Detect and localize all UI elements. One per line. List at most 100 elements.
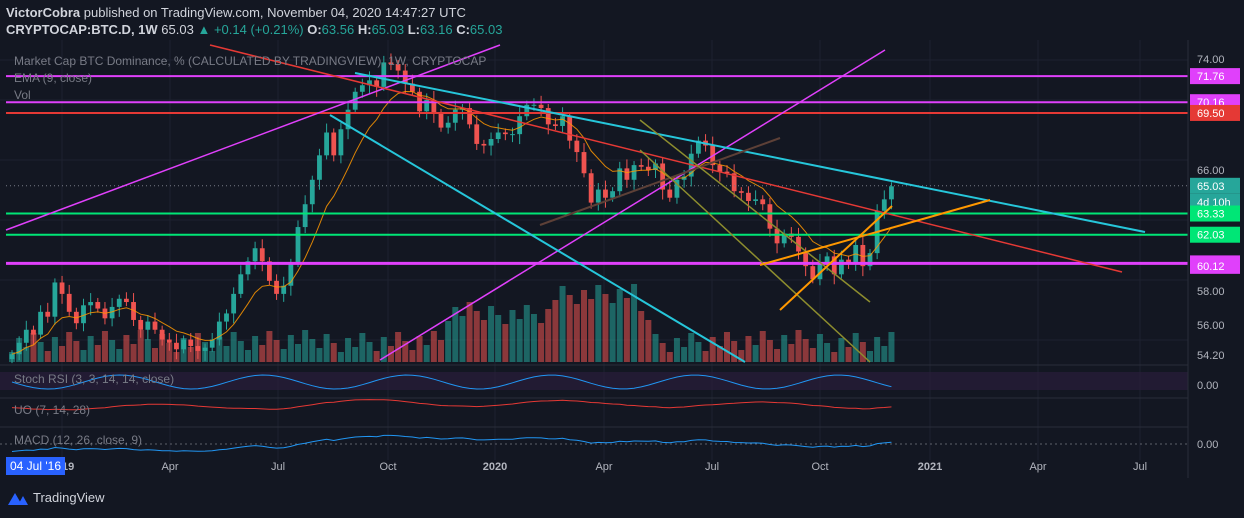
volume-bar <box>488 306 495 362</box>
volume-bar <box>144 339 151 362</box>
price-chart[interactable]: 74.0066.0058.0056.0054.2071.7670.1669.50… <box>0 40 1244 478</box>
candle-body <box>188 339 194 347</box>
candle-body <box>824 256 830 263</box>
olive-channel-upper <box>639 119 871 303</box>
candle-body <box>59 282 65 294</box>
candle-body <box>9 354 15 360</box>
candle-body <box>224 313 229 322</box>
candle-body <box>181 339 186 350</box>
volume-bar <box>530 314 537 362</box>
candle-body <box>231 293 237 314</box>
volume-bar <box>273 340 280 362</box>
candle-body <box>567 116 573 141</box>
volume-bar <box>94 345 101 362</box>
brand-name[interactable]: TradingView <box>33 490 105 505</box>
volume-bar <box>631 284 638 362</box>
candle-body <box>617 168 623 192</box>
price-label: 60.12 <box>1197 261 1225 273</box>
candle-body <box>517 116 523 135</box>
candle-body <box>531 104 537 106</box>
candle-body <box>45 311 51 317</box>
candle-body <box>746 192 751 201</box>
candle-body <box>338 129 344 156</box>
candle-body <box>302 204 308 228</box>
volume-bar <box>209 351 216 362</box>
macd-legend: MACD (12, 26, close, 9) <box>14 433 143 447</box>
candle-body <box>66 293 72 312</box>
downtrend-line <box>209 44 1123 273</box>
candle-body <box>495 132 501 140</box>
volume-bar <box>588 299 595 362</box>
volume-bar <box>87 336 94 362</box>
volume-bar <box>152 348 158 362</box>
volume-bar <box>51 337 58 362</box>
volume-bar <box>738 350 745 362</box>
price-label-bg <box>1190 177 1240 194</box>
x-tick-label: Oct <box>811 461 828 473</box>
candle-body <box>653 163 658 170</box>
candle-body <box>424 99 430 112</box>
volume-bar <box>380 337 387 362</box>
volume-bar <box>473 311 480 362</box>
volume-bar <box>888 332 895 362</box>
candle-body <box>581 152 587 174</box>
volume-bar <box>752 345 759 362</box>
ema-legend: EMA (9, close) <box>14 71 93 85</box>
volume-bar <box>59 346 66 362</box>
candle-body <box>796 236 801 252</box>
published-text: published on TradingView.com, November 0… <box>83 5 466 20</box>
volume-bar <box>681 347 688 362</box>
volume-bar <box>287 335 294 362</box>
volume-bar <box>130 344 137 362</box>
volume-bar <box>859 342 866 362</box>
ohlc-line: CRYPTOCAP:BTC.D, 1W 65.03 ▲ +0.14 (+0.21… <box>6 22 502 37</box>
candle-body <box>145 321 151 330</box>
low-label: L: <box>407 22 421 37</box>
candle-body <box>638 165 644 167</box>
volume-bar <box>216 337 223 362</box>
low-value: 63.16 <box>420 22 453 37</box>
volume-bar <box>845 347 852 362</box>
volume-bar <box>759 331 766 362</box>
volume-bar <box>566 295 573 362</box>
candle-body <box>359 85 365 92</box>
change-arrow-icon: ▲ <box>197 22 211 37</box>
candle-body <box>831 256 837 275</box>
price-label-bg <box>1190 68 1240 85</box>
price-axis: 74.0066.0058.0056.0054.2071.7670.1669.50… <box>1187 40 1244 478</box>
volume-bar <box>280 349 287 362</box>
candle-body <box>545 108 551 125</box>
candle-body <box>159 329 165 340</box>
candle-body <box>781 233 787 244</box>
author-name[interactable]: VictorCobra <box>6 5 81 20</box>
volume-bar <box>724 332 730 362</box>
volume-bar <box>702 351 709 362</box>
candle-body <box>553 124 558 126</box>
volume-bar <box>459 316 466 362</box>
volume-bar <box>602 294 609 362</box>
candle-body <box>724 171 730 174</box>
candle-body <box>774 228 780 244</box>
volume-bar <box>523 305 530 362</box>
volume-bar <box>230 332 237 362</box>
candle-body <box>381 62 387 87</box>
trend-drawings <box>5 44 1188 363</box>
symbol-label[interactable]: CRYPTOCAP:BTC.D, 1W <box>6 22 158 37</box>
volume-bar <box>666 352 673 362</box>
volume-bar <box>352 347 359 362</box>
volume-bar <box>695 342 702 362</box>
price-label: 65.03 <box>1197 181 1225 193</box>
volume-bar <box>881 346 888 362</box>
volume-bar <box>159 334 166 362</box>
volume-bar <box>23 347 30 362</box>
candle-body <box>152 321 158 330</box>
volume-bar <box>166 343 173 362</box>
volume-bar <box>345 338 352 362</box>
volume-bar <box>495 315 502 362</box>
x-tick-label: Oct <box>379 461 396 473</box>
candle-body <box>324 132 329 156</box>
volume-bar <box>652 334 659 362</box>
candle-body <box>431 99 437 113</box>
candle-body <box>610 191 615 198</box>
candle-body <box>445 122 451 128</box>
